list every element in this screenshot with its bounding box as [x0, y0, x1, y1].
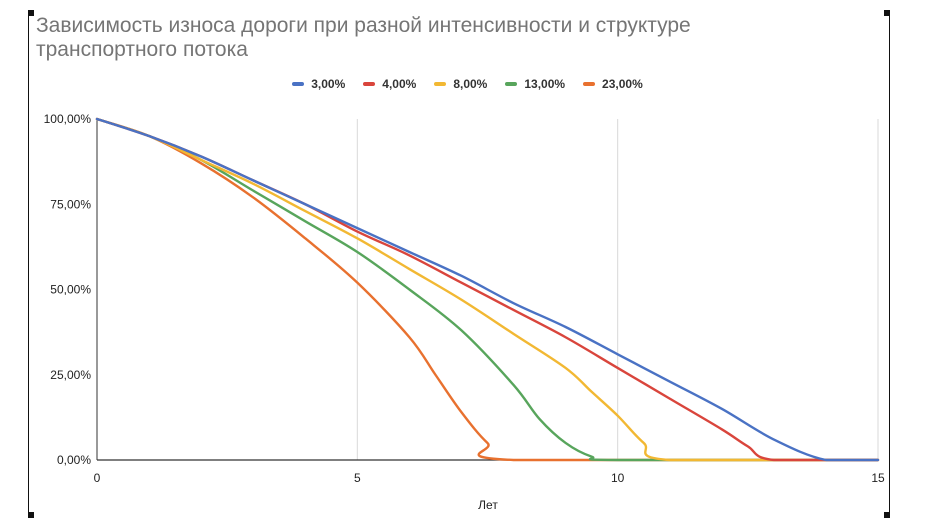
- series-line-2300pct: [95, 117, 880, 462]
- series-line-1300pct: [95, 117, 880, 462]
- x-tick-label: 15: [871, 471, 885, 485]
- chart-legend: 3,00% 4,00% 8,00% 13,00% 23,00%: [0, 77, 935, 91]
- chart-title: Зависимость износа дороги при разной инт…: [36, 14, 691, 61]
- series-lines: [95, 117, 880, 462]
- x-tick-label: 0: [94, 471, 101, 485]
- x-axis-title: Лет: [478, 498, 498, 512]
- chart-frame: [28, 10, 890, 518]
- legend-item-3pct[interactable]: 3,00%: [292, 77, 345, 91]
- legend-item-4pct[interactable]: 4,00%: [363, 77, 416, 91]
- x-tick-label: 5: [354, 471, 361, 485]
- x-tick-label: 10: [611, 471, 625, 485]
- y-tick-label: 75,00%: [50, 197, 91, 211]
- legend-label-13pct: 13,00%: [524, 77, 566, 91]
- legend-item-13pct[interactable]: 13,00%: [505, 77, 565, 91]
- y-tick-label: 25,00%: [50, 368, 91, 382]
- crop-mark-top-left: [28, 10, 34, 16]
- legend-item-23pct[interactable]: 23,00%: [583, 77, 643, 91]
- legend-item-8pct[interactable]: 8,00%: [434, 77, 487, 91]
- tick-labels: 0 5 10 15 0,00% 25,00% 50,00% 75,00% 100,00%: [44, 112, 885, 485]
- series-line-800pct: [95, 117, 880, 462]
- y-tick-label: 0,00%: [57, 453, 91, 467]
- grid: [356, 119, 879, 460]
- legend-label-8pct: 8,00%: [453, 77, 488, 91]
- y-tick-label: 100,00%: [44, 112, 92, 126]
- legend-swatch-13pct: [505, 82, 518, 86]
- legend-label-4pct: 4,00%: [382, 77, 417, 91]
- legend-label-3pct: 3,00%: [311, 77, 346, 91]
- legend-label-23pct: 23,00%: [602, 77, 643, 91]
- crop-mark-top-right: [884, 10, 890, 16]
- crop-mark-bottom-right: [884, 512, 890, 518]
- legend-swatch-8pct: [434, 82, 447, 86]
- crop-mark-bottom-left: [28, 512, 34, 518]
- legend-swatch-4pct: [363, 82, 376, 86]
- legend-swatch-23pct: [583, 82, 596, 86]
- series-line-300pct: [95, 117, 880, 462]
- legend-swatch-3pct: [292, 82, 305, 86]
- y-tick-label: 50,00%: [50, 283, 91, 297]
